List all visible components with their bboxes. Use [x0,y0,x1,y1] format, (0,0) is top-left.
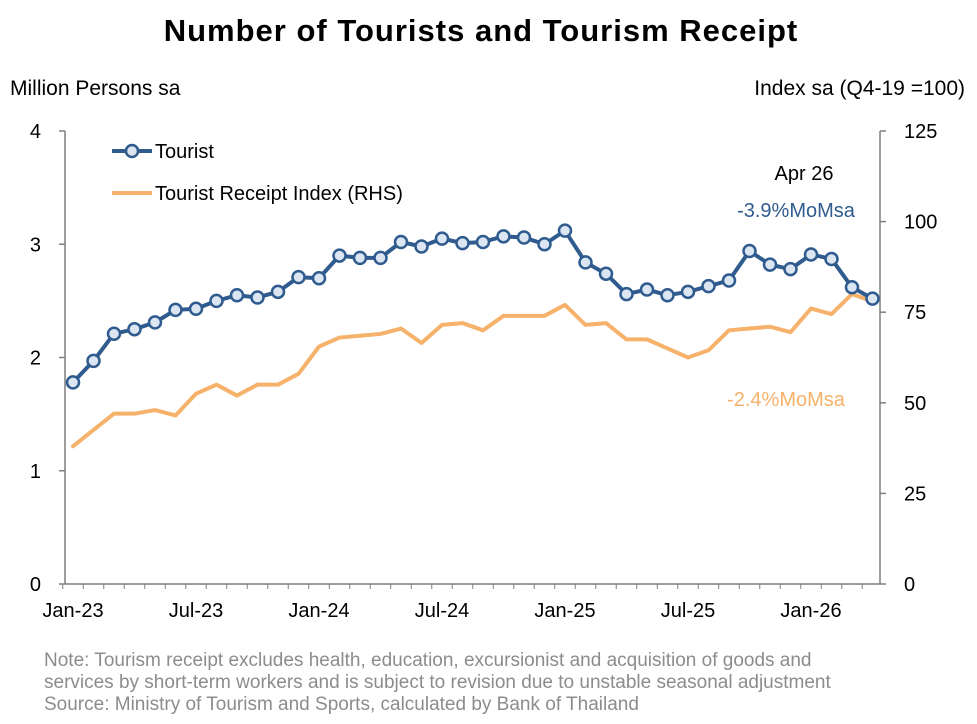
left-y-tick-label: 2 [30,348,41,370]
tourist-point [762,257,778,272]
tourist-point [270,284,286,300]
left-y-tick-label: 3 [30,234,41,256]
tourist-point [127,321,142,337]
tourist-point [701,278,716,294]
tourist-point [660,287,675,303]
tourist-point [742,243,757,259]
annotation-period: Apr 26 [775,163,834,185]
left-y-tick-label: 1 [30,461,41,483]
right-y-tick-label: 0 [904,574,915,596]
tourist-point [865,291,880,306]
tourist-point [65,375,81,390]
note-line: Note: Tourism receipt excludes health, e… [44,650,812,671]
tourist-point [475,234,491,250]
chart-title: Number of Tourists and Tourism Receipt [164,13,799,48]
x-tick-label: Jan-25 [534,600,595,622]
right-y-tick-label: 25 [904,483,926,505]
tourist-point [557,223,573,238]
tourist-point [619,286,634,302]
tourist-point [783,261,798,277]
axes: 0 1 2 3 4 0 25 50 75 100 125 Jan-23 Jul-23 Jan-24 Jul-… [30,121,938,622]
legend-receipt-label: Tourist Receipt Index (RHS) [155,183,403,205]
note-line: Source: Ministry of Tourism and Sports, … [44,694,639,715]
legend: Tourist Tourist Receipt Index (RHS) [112,141,403,205]
tourist-point [188,301,204,317]
left-y-tick-label: 4 [30,121,41,143]
tourist-point [86,353,101,369]
note-line: services by short-term workers and is su… [44,672,831,693]
tourist-point [291,269,306,285]
tourist-point [455,235,470,251]
annotation-tourist-change: -3.9%MoMsa [737,200,856,222]
tourist-point [639,282,655,297]
footnote: Note: Tourism receipt excludes health, e… [44,650,964,716]
tourist-point [824,251,839,267]
tourist-point [106,326,122,341]
tourist-point [680,284,696,300]
tourist-line [71,228,874,384]
tourist-point [496,229,511,244]
right-y-tick-label: 125 [904,121,937,143]
tourist-point [373,250,388,266]
tourist-point [516,230,532,245]
series-layer [65,223,880,449]
left-axis-unit-label: Million Persons sa [10,77,181,100]
left-y-tick-label: 0 [30,574,41,596]
x-tick-label: Jul-24 [415,600,469,622]
right-y-tick-label: 75 [904,302,926,324]
tourist-point [434,231,450,246]
tourist-point [229,287,245,303]
tourist-point [332,248,347,263]
x-tick-label: Jul-23 [169,600,223,622]
tourist-point [147,315,163,330]
tourist-point [209,293,224,309]
tourist-point [844,280,860,295]
tourist-point [537,237,552,252]
annotation-receipt-change: -2.4%MoMsa [727,389,846,411]
tourist-point [414,239,429,254]
tourist-point [803,247,819,262]
x-tick-label: Jan-24 [288,600,349,622]
x-tick-label: Jan-26 [780,600,841,622]
x-tick-label: Jul-25 [661,600,715,622]
legend-tourist-marker [124,143,140,159]
receipt-index-line [71,292,875,449]
tourist-point [250,290,265,305]
right-y-tick-label: 50 [904,393,926,415]
right-axis-unit-label: Index sa (Q4-19 =100) [754,77,965,100]
tourist-point [168,302,183,318]
tourist-point [352,250,368,266]
tourist-point [578,255,593,270]
x-tick-label: Jan-23 [42,600,103,622]
legend-tourist-label: Tourist [155,141,214,163]
tourist-point [393,234,409,250]
tourist-point [721,273,737,288]
tourist-point [311,270,327,286]
tourist-point [598,266,614,281]
right-y-tick-label: 100 [904,212,937,234]
